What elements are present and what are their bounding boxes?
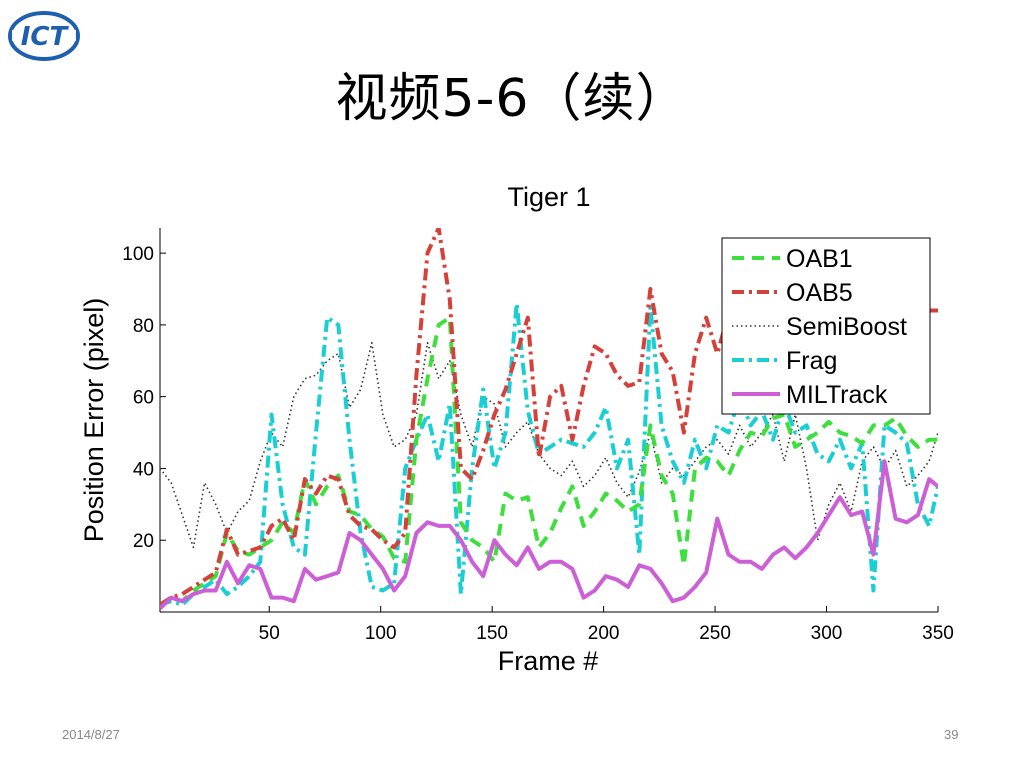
y-tick-label: 20 <box>133 531 154 552</box>
x-tick-label: 100 <box>365 623 397 644</box>
footer-date: 2014/8/27 <box>62 727 120 742</box>
legend-label-oab5: OAB5 <box>786 279 853 307</box>
y-tick-label: 100 <box>122 244 154 265</box>
legend: OAB1 OAB5 SemiBoost Frag MILTrack <box>721 237 931 415</box>
y-tick-label: 60 <box>133 388 154 409</box>
series-line-semiboost <box>160 342 938 549</box>
y-axis-label: Position Error (pixel) <box>79 298 109 543</box>
x-axis-label: Frame # <box>498 646 599 676</box>
legend-label-miltrack: MILTrack <box>786 381 888 409</box>
legend-label-semiboost: SemiBoost <box>786 313 907 341</box>
axes: 50 100 150 200 250 300 350 20 40 60 80 100 <box>122 228 954 644</box>
x-tick-label: 350 <box>922 623 954 644</box>
page-number: 39 <box>944 727 959 742</box>
x-tick-label: 250 <box>699 623 731 644</box>
x-tick-label: 150 <box>476 623 508 644</box>
x-tick-label: 50 <box>259 623 280 644</box>
x-tick-label: 200 <box>588 623 620 644</box>
legend-label-oab1: OAB1 <box>786 245 853 273</box>
y-tick-label: 40 <box>133 459 154 480</box>
series-line-miltrack <box>160 459 938 610</box>
legend-label-frag: Frag <box>786 347 837 375</box>
legend-box <box>721 237 931 415</box>
ict-logo: ICT <box>8 11 80 61</box>
slide-title: 视频5-6（续） <box>335 69 689 129</box>
x-tick-label: 300 <box>811 623 843 644</box>
chart-title: Tiger 1 <box>507 182 590 212</box>
logo-text: ICT <box>21 22 70 52</box>
y-tick-label: 80 <box>133 316 154 337</box>
